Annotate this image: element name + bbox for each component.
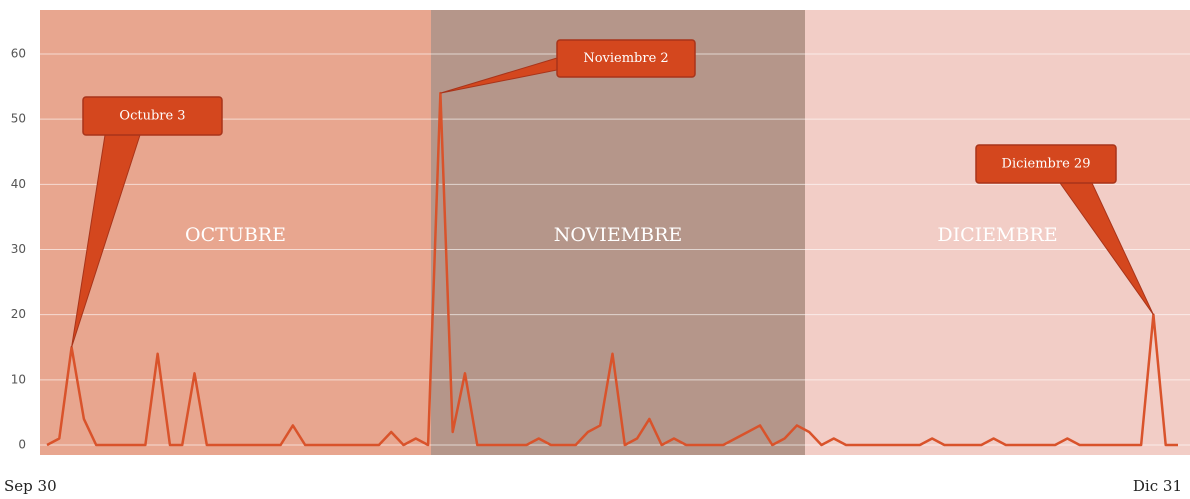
callout-text: Noviembre 2 bbox=[583, 51, 668, 66]
band-label: DICIEMBRE bbox=[937, 224, 1057, 246]
month-band bbox=[805, 10, 1190, 455]
callout-box bbox=[975, 144, 1117, 184]
y-tick-label: 0 bbox=[18, 438, 26, 452]
callout-box bbox=[82, 96, 223, 136]
x-tick-label: Dic 31 bbox=[1133, 477, 1182, 495]
callout-text: Octubre 3 bbox=[119, 109, 185, 124]
y-tick-label: 40 bbox=[11, 177, 26, 191]
y-tick-label: 30 bbox=[11, 242, 26, 256]
y-tick-label: 60 bbox=[11, 47, 26, 61]
y-tick-label: 50 bbox=[11, 112, 26, 126]
callout-box bbox=[556, 39, 696, 78]
y-tick-label: 20 bbox=[11, 307, 26, 321]
band-label: NOVIEMBRE bbox=[554, 224, 683, 246]
callout-text: Diciembre 29 bbox=[1002, 157, 1091, 172]
band-label: OCTUBRE bbox=[185, 224, 286, 246]
y-tick-label: 10 bbox=[11, 372, 26, 386]
data-line bbox=[46, 91, 1178, 447]
x-tick-label: Sep 30 bbox=[4, 477, 57, 495]
month-band bbox=[431, 10, 805, 455]
